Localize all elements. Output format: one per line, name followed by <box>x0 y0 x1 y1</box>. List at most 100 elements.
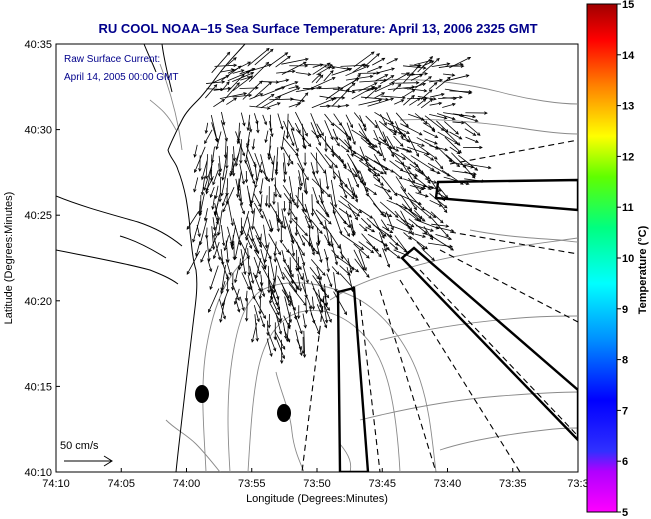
current-vector <box>258 233 263 246</box>
current-vector <box>315 152 319 175</box>
current-vector <box>208 232 219 253</box>
current-vector <box>345 65 370 77</box>
current-vector <box>269 219 274 232</box>
current-vector <box>332 88 356 94</box>
current-vector <box>267 265 271 294</box>
current-vector <box>364 53 380 67</box>
y-tick-label: 40:20 <box>24 296 52 308</box>
current-vector <box>374 82 396 93</box>
current-vector <box>198 155 202 172</box>
current-vector <box>338 200 361 217</box>
current-vector <box>424 138 438 145</box>
current-vector <box>254 258 262 279</box>
current-vector <box>352 187 359 203</box>
current-vector <box>205 84 218 99</box>
current-vector <box>346 122 356 146</box>
current-vector <box>283 120 295 147</box>
current-vector <box>463 145 483 150</box>
current-vector <box>227 73 245 93</box>
current-vector <box>381 185 393 200</box>
current-vector <box>277 113 284 130</box>
current-vector <box>221 152 228 181</box>
colorbar-tick-label: 5 <box>622 507 628 519</box>
current-vector <box>380 75 395 85</box>
current-vector <box>429 101 443 106</box>
current-label-line2: April 14, 2005 00:00 GMT <box>64 72 179 83</box>
current-vector <box>417 56 434 73</box>
colorbar-tick-label: 15 <box>622 0 634 11</box>
current-vector <box>298 170 304 187</box>
current-vector <box>333 96 346 100</box>
current-vector <box>218 176 222 203</box>
current-vector <box>414 113 428 125</box>
current-vector <box>316 66 332 76</box>
current-vector <box>315 146 333 169</box>
current-vector <box>414 210 423 220</box>
current-vector <box>443 129 461 146</box>
current-vector <box>424 115 445 131</box>
current-vector <box>360 217 372 229</box>
current-vector <box>295 111 308 137</box>
current-vector <box>252 272 262 292</box>
current-vector <box>269 296 280 316</box>
current-vector <box>212 170 219 186</box>
current-vector <box>331 88 350 107</box>
current-vector <box>231 154 236 177</box>
current-vector <box>260 315 266 328</box>
current-vector <box>358 208 374 219</box>
current-vector <box>325 227 341 249</box>
current-vector <box>316 123 324 137</box>
current-vector <box>240 112 246 127</box>
current-vector <box>386 112 397 134</box>
current-vector <box>204 154 209 180</box>
current-vector <box>249 105 271 110</box>
y-tick-label: 40:10 <box>24 467 52 479</box>
current-vector <box>272 192 276 206</box>
x-tick-label: 74:05 <box>107 478 135 490</box>
current-vector <box>353 51 375 68</box>
current-vector <box>290 128 299 153</box>
current-vector <box>272 265 278 294</box>
current-vector <box>287 119 295 132</box>
current-vector <box>239 163 246 185</box>
current-vector <box>282 147 294 165</box>
current-vector <box>251 208 256 231</box>
current-vector <box>266 329 277 352</box>
x-tick-label: 73:35 <box>499 478 527 490</box>
current-vector <box>464 121 481 136</box>
current-vector <box>416 241 426 251</box>
current-vector <box>386 223 413 234</box>
current-vector <box>232 93 253 98</box>
current-vector <box>312 63 324 68</box>
current-vector <box>403 89 416 98</box>
current-vector <box>402 147 413 153</box>
current-vector <box>211 51 231 74</box>
current-vector <box>389 72 410 85</box>
current-vector <box>203 208 208 222</box>
current-vector <box>429 92 445 98</box>
current-vector <box>233 288 240 306</box>
current-vector <box>354 258 370 278</box>
current-vector <box>244 139 250 164</box>
temperature-colorbar <box>586 3 618 513</box>
current-vector <box>302 265 309 284</box>
current-vector <box>247 47 270 67</box>
current-vector <box>435 76 451 90</box>
current-vector <box>214 63 238 68</box>
current-vector <box>244 290 249 302</box>
contour-lines <box>149 63 578 472</box>
current-vector <box>434 159 444 170</box>
current-vector <box>401 203 422 222</box>
current-vector <box>323 299 329 324</box>
current-vector <box>429 78 444 83</box>
current-vector <box>264 130 269 144</box>
current-vector <box>230 272 235 291</box>
current-vector <box>207 288 220 313</box>
current-vector <box>420 98 434 109</box>
current-vector <box>442 73 456 77</box>
current-vector <box>302 137 307 150</box>
current-vector <box>465 136 479 143</box>
current-vector <box>245 162 256 185</box>
current-vector <box>386 234 399 246</box>
colorbar-tick-label: 10 <box>622 253 634 265</box>
